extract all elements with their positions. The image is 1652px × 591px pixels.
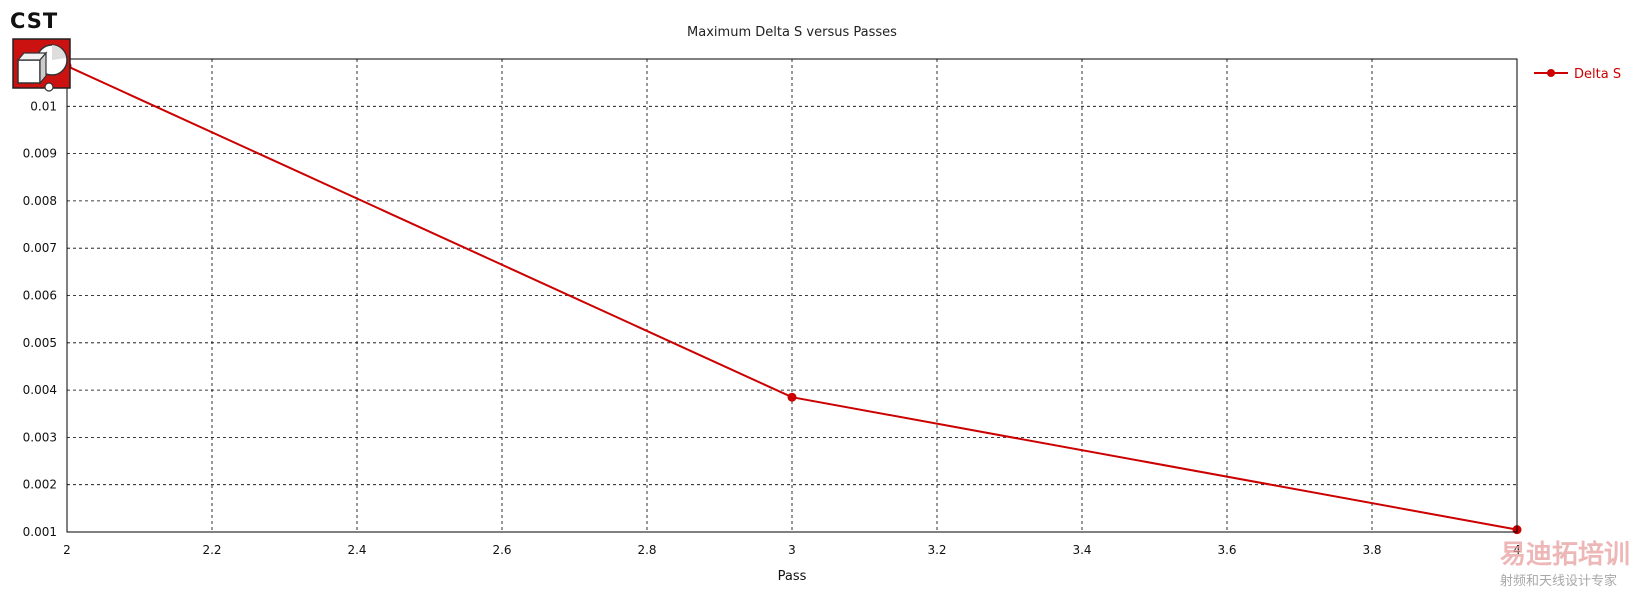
x-tick-label: 2.2: [202, 543, 221, 557]
data-point-delta-s: [787, 392, 797, 402]
cst-logo: CST: [10, 9, 71, 92]
y-axis-ticks: 0.001 0.002 0.003 0.004 0.005 0.006 0.007 0.008…: [23, 99, 57, 539]
y-tick-label: 0.007: [23, 241, 57, 255]
x-tick-label: 3.6: [1217, 543, 1236, 557]
legend-marker-delta-s: [1547, 69, 1555, 77]
y-tick-label: 0.004: [23, 383, 57, 397]
x-axis-label: Pass: [778, 569, 807, 584]
watermark: 易迪拓培训 射频和天线设计专家: [1500, 540, 1630, 589]
x-tick-label: 3.4: [1072, 543, 1091, 557]
x-tick-label: 3.8: [1362, 543, 1381, 557]
y-tick-label: 0.002: [23, 478, 57, 492]
y-tick-label: 0.01: [30, 99, 57, 113]
y-tick-label: 0.001: [23, 525, 57, 539]
x-tick-label: 3: [788, 543, 796, 557]
series-line-delta-s: [66, 65, 1518, 531]
legend[interactable]: Delta S: [1534, 67, 1621, 82]
x-tick-label: 2.8: [637, 543, 656, 557]
y-tick-label: 0.003: [23, 430, 57, 444]
grid: [67, 59, 1517, 532]
watermark-subtitle: 射频和天线设计专家: [1500, 573, 1617, 589]
x-tick-label: 3.2: [927, 543, 946, 557]
cst-cube-sphere-logo-icon: [12, 38, 71, 92]
x-tick-label: 2: [63, 543, 71, 557]
plot-frame: [66, 58, 1518, 533]
y-tick-label: 0.005: [23, 336, 57, 350]
cst-logo-text: CST: [10, 9, 58, 33]
y-tick-label: 0.009: [23, 147, 57, 161]
x-tick-label: 2.4: [347, 543, 366, 557]
y-tick-label: 0.008: [23, 194, 57, 208]
legend-label-delta-s: Delta S: [1574, 67, 1621, 82]
watermark-title: 易迪拓培训: [1500, 540, 1630, 570]
y-tick-label: 0.006: [23, 289, 57, 303]
chart-title: Maximum Delta S versus Passes: [687, 25, 897, 40]
x-axis-ticks: 2 2.2 2.4 2.6 2.8 3 3.2 3.4 3.6 3.8 4: [63, 543, 1521, 557]
x-tick-label: 2.6: [492, 543, 511, 557]
x-tick-label: 4: [1513, 543, 1521, 557]
